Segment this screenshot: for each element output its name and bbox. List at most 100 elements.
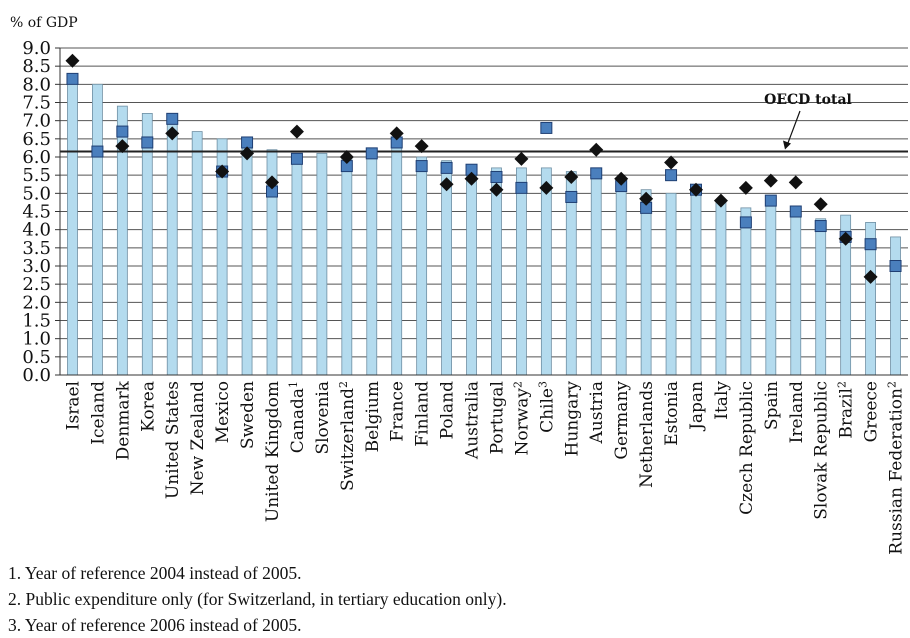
square-marker [764, 194, 777, 207]
square-marker [665, 169, 678, 182]
square-marker [415, 160, 428, 173]
x-tick-superscript: 2 [836, 381, 849, 388]
x-tick-superscript: 2 [511, 381, 524, 388]
x-tick-label: Greece [862, 381, 882, 442]
expenditure-chart: OECD total % of GDP 0.00.51.01.52.02.53.0… [10, 15, 908, 555]
x-tick-label: Portugal [487, 381, 507, 454]
x-tick-label: Ireland [787, 381, 807, 443]
x-tick-label: Korea [138, 381, 158, 432]
y-tick-label: 4.5 [22, 202, 51, 223]
diamond-marker [863, 269, 878, 284]
y-tick-label: 8.5 [22, 56, 51, 77]
x-tick-superscript: 3 [536, 381, 549, 388]
x-tick-label: Iceland [88, 381, 108, 445]
bar [590, 174, 602, 376]
footnote-3: 3. Year of reference 2006 instead of 200… [8, 615, 302, 635]
bar [141, 113, 153, 376]
x-tick-label: United Kingdom [263, 381, 283, 522]
diamond-marker [389, 126, 404, 141]
diamond-marker [788, 175, 803, 190]
bar [191, 131, 203, 376]
x-tick-label: Italy [712, 381, 732, 420]
y-tick-label: 2.5 [22, 274, 51, 295]
square-marker [440, 161, 453, 174]
x-tick-label: Mexico [213, 381, 233, 443]
bar [665, 192, 677, 376]
x-tick-label: Slovak Republic [812, 381, 832, 520]
x-tick-label: Germany [612, 381, 632, 460]
diamond-marker [439, 177, 454, 192]
x-tick-label: Estonia [662, 381, 682, 446]
bar [540, 167, 552, 376]
y-tick-label: 1.0 [22, 329, 51, 350]
diamond-marker [564, 169, 579, 184]
x-tick-label: Spain [762, 381, 782, 430]
oecd-total-label: OECD total [764, 92, 852, 108]
square-marker [241, 136, 254, 149]
footnote-2: 2. Public expenditure only (for Switzerl… [8, 589, 507, 609]
bar [441, 160, 452, 376]
x-tick-label: Slovenia [313, 381, 333, 455]
y-axis-label: % of GDP [10, 15, 78, 31]
square-marker [290, 152, 303, 165]
y-tick-label: 2.0 [22, 292, 51, 313]
diamond-marker [240, 146, 255, 161]
bar [765, 200, 777, 376]
square-marker [889, 260, 902, 272]
x-tick-label: France [388, 381, 408, 442]
footnotes: 1. Year of reference 2004 instead of 200… [8, 560, 898, 638]
bar [690, 185, 702, 376]
diamond-marker [639, 191, 654, 206]
square-marker [141, 136, 154, 149]
y-tick-label: 6.0 [22, 147, 51, 168]
diamond-marker [165, 126, 180, 141]
bar [740, 207, 752, 376]
bar [890, 236, 901, 376]
bar [366, 152, 378, 376]
bar [241, 142, 253, 376]
y-tick-label: 7.5 [22, 93, 51, 114]
square-marker [91, 145, 104, 158]
diamond-marker [713, 193, 728, 208]
square-marker [166, 112, 179, 125]
diamond-marker [664, 155, 679, 170]
square-marker [739, 216, 752, 229]
diamond-marker [289, 124, 304, 139]
square-marker [116, 125, 129, 138]
bar [316, 152, 328, 376]
square-marker [565, 190, 578, 203]
bar [466, 167, 477, 376]
diamond-marker [763, 173, 778, 188]
y-tick-label: 3.0 [22, 256, 51, 277]
x-tick-label: Japan [687, 381, 707, 432]
bar [640, 189, 652, 376]
x-tick-label: Czech Republic [737, 381, 757, 515]
y-tick-label: 4.0 [22, 220, 51, 241]
diamond-marker [589, 142, 604, 157]
y-tick-label: 3.5 [22, 238, 51, 259]
oecd-total-arrow [786, 110, 801, 146]
x-tick-label: Netherlands [637, 381, 657, 488]
x-tick-label: Norway2 [511, 381, 532, 456]
x-tick-superscript: 2 [886, 381, 899, 388]
diamond-marker [115, 139, 130, 154]
bar [166, 116, 178, 376]
square-marker [66, 72, 79, 85]
bar [516, 167, 527, 376]
x-tick-label: Brazil2 [836, 381, 857, 439]
x-tick-label: Finland [413, 381, 433, 447]
y-tick-label: 6.5 [22, 129, 51, 150]
y-tick-label: 5.0 [22, 183, 51, 204]
footnote-1: 1. Year of reference 2004 instead of 200… [8, 563, 302, 583]
square-marker [540, 121, 553, 134]
diamond-marker [689, 182, 703, 197]
diamond-marker [339, 150, 354, 164]
y-tick-label: 1.5 [22, 311, 51, 332]
x-tick-label: Poland [438, 381, 458, 440]
diamond-marker [813, 197, 828, 212]
bar [291, 152, 303, 376]
diamond-marker [614, 171, 629, 186]
square-marker [515, 181, 528, 194]
oecd-total-arrowhead [783, 140, 791, 150]
bar [341, 156, 353, 376]
